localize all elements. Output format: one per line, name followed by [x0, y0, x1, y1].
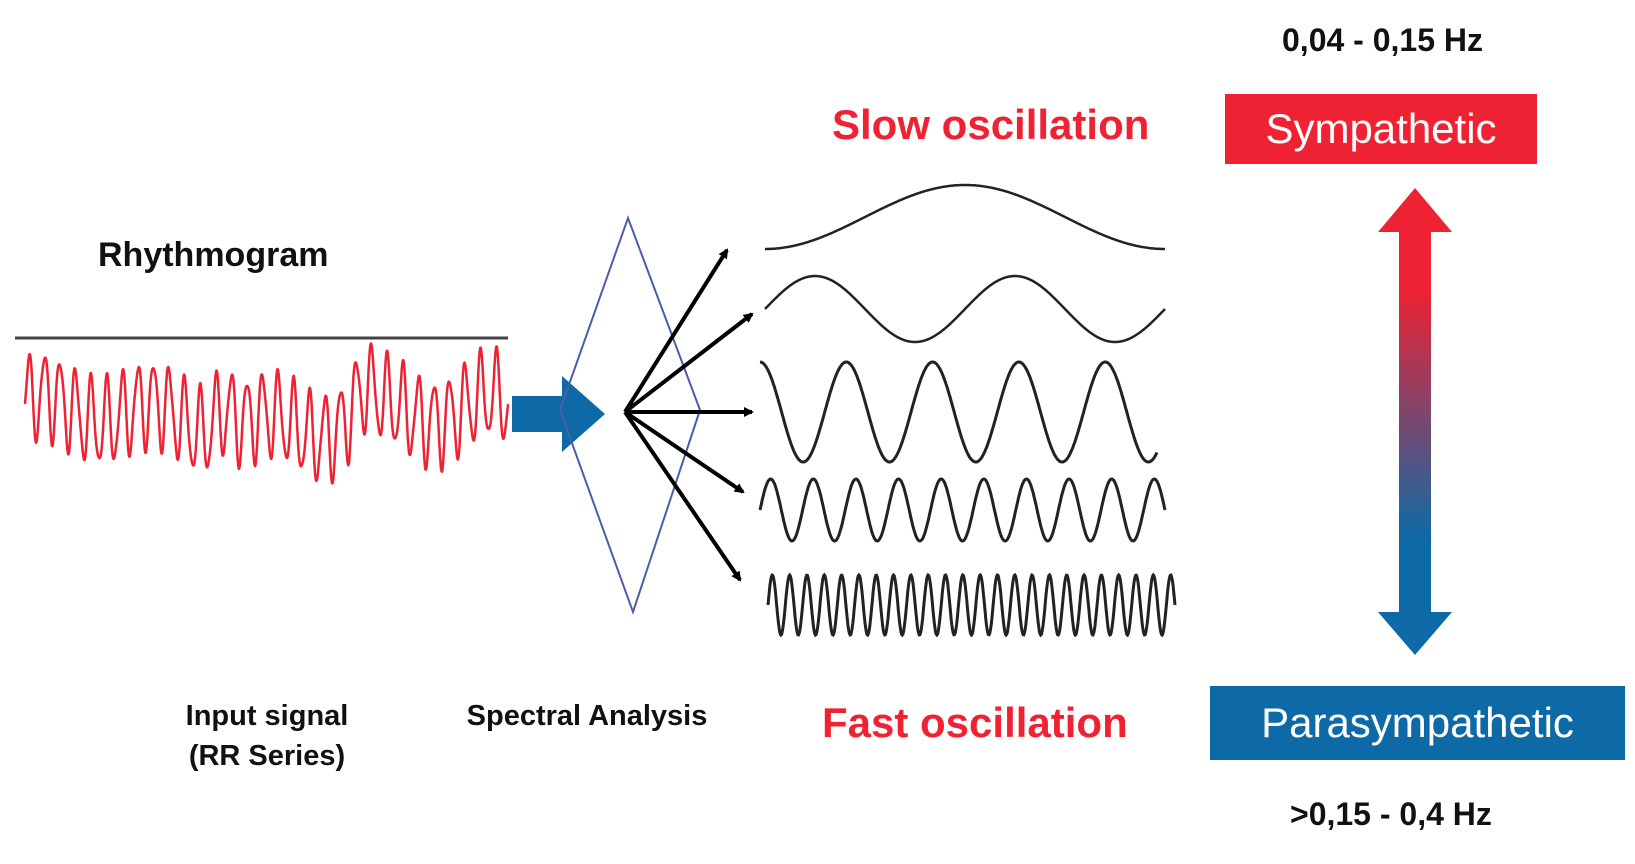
input-caption-line2: (RR Series) — [188, 740, 346, 772]
wave-component-5 — [766, 572, 1177, 638]
arrow-to-wave-1 — [623, 248, 729, 414]
rhythmogram-title: Rhythmogram — [98, 236, 329, 274]
slow-oscillation-label: Slow oscillation — [832, 101, 1150, 148]
wave-component-4 — [758, 477, 1167, 543]
frequency-components — [758, 183, 1177, 638]
arrow-to-wave-2 — [623, 312, 754, 414]
parasympathetic-label: Parasympathetic — [1261, 699, 1574, 746]
sympathetic-box: Sympathetic — [1225, 94, 1537, 164]
parasympathetic-box: Parasympathetic — [1210, 686, 1625, 760]
arrow-to-wave-4 — [623, 410, 745, 494]
rr-series-signal — [23, 342, 510, 485]
wave-component-1 — [765, 183, 1165, 251]
lf-frequency-range: 0,04 - 0,15 Hz — [1282, 22, 1483, 58]
wave-component-3 — [759, 360, 1159, 464]
wave-component-2 — [764, 274, 1166, 344]
decomposition-arrows — [623, 248, 754, 582]
input-arrow — [512, 376, 605, 452]
spectral-analysis-caption: Spectral Analysis — [466, 700, 708, 732]
fast-oscillation-label: Fast oscillation — [822, 699, 1128, 746]
sympathetic-label: Sympathetic — [1265, 105, 1497, 152]
input-caption-line1: Input signal — [185, 700, 349, 732]
spectral-prism — [558, 215, 702, 616]
arrow-to-wave-5 — [623, 410, 742, 582]
hf-frequency-range: >0,15 - 0,4 Hz — [1290, 796, 1492, 832]
input-signal-caption: Input signal (RR Series) — [150, 696, 384, 776]
autonomic-balance-arrow — [1378, 188, 1452, 655]
